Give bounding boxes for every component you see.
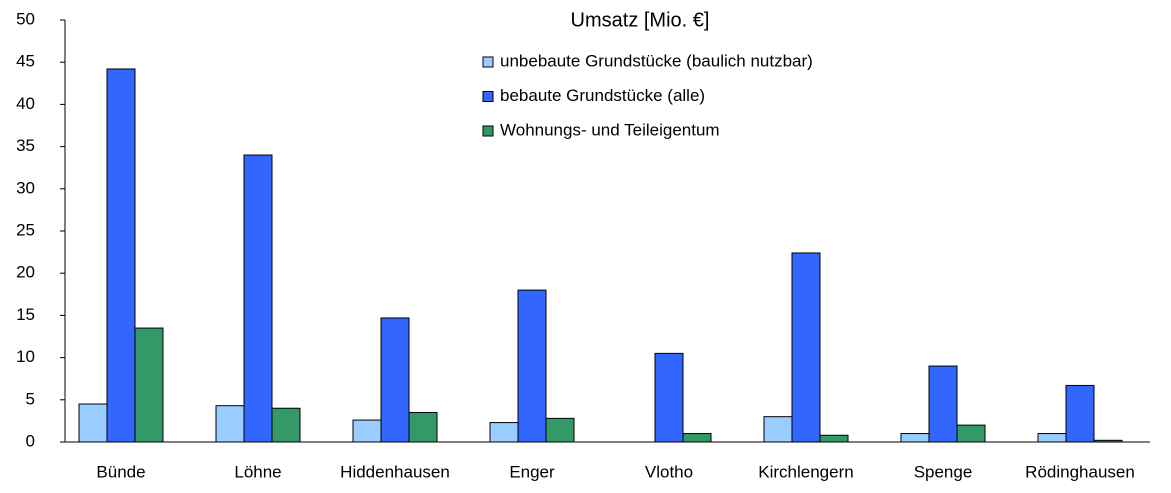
legend-label: Wohnungs- und Teileigentum — [500, 120, 720, 139]
y-tick-label: 50 — [16, 9, 35, 28]
bar — [682, 433, 712, 443]
y-tick-label: 15 — [16, 305, 35, 324]
bar — [489, 422, 519, 443]
bar — [271, 407, 301, 443]
y-tick-label: 5 — [26, 389, 35, 408]
y-tick-label: 0 — [26, 431, 35, 450]
legend-swatch — [482, 56, 494, 68]
x-tick-label: Kirchlengern — [758, 462, 853, 481]
y-tick-label: 10 — [16, 347, 35, 366]
bar — [243, 154, 273, 443]
bar — [352, 419, 382, 443]
legend-swatch — [482, 91, 494, 102]
bar — [134, 327, 164, 443]
legend-label: bebaute Grundstücke (alle) — [500, 86, 705, 105]
bar — [78, 403, 108, 443]
bar — [380, 317, 410, 443]
bar — [215, 405, 245, 443]
bar — [1065, 384, 1095, 443]
legend-swatch — [482, 125, 494, 137]
x-tick-label: Bünde — [96, 462, 145, 481]
bar — [106, 68, 136, 443]
bar — [408, 411, 438, 443]
bar — [654, 352, 684, 443]
bar — [956, 424, 986, 443]
bar — [928, 365, 958, 443]
x-tick-label: Vlotho — [645, 462, 693, 481]
y-tick-label: 25 — [16, 220, 35, 239]
y-tick-label: 35 — [16, 136, 35, 155]
bar — [791, 252, 821, 443]
y-tick-label: 20 — [16, 263, 35, 282]
x-tick-label: Spenge — [914, 462, 973, 481]
x-tick-label: Rödinghausen — [1025, 462, 1135, 481]
bar — [763, 416, 793, 443]
bar — [517, 289, 547, 443]
bar — [1037, 433, 1067, 443]
bar — [545, 417, 575, 443]
chart-title: Umsatz [Mio. €] — [571, 9, 710, 31]
y-tick-label: 30 — [16, 178, 35, 197]
legend-label: unbebaute Grundstücke (baulich nutzbar) — [500, 51, 813, 70]
x-tick-label: Enger — [509, 462, 555, 481]
x-tick-label: Löhne — [234, 462, 281, 481]
bar — [900, 433, 930, 443]
y-tick-label: 40 — [16, 94, 35, 113]
x-tick-label: Hiddenhausen — [340, 462, 450, 481]
bar — [819, 434, 849, 443]
y-tick-label: 45 — [16, 52, 35, 71]
